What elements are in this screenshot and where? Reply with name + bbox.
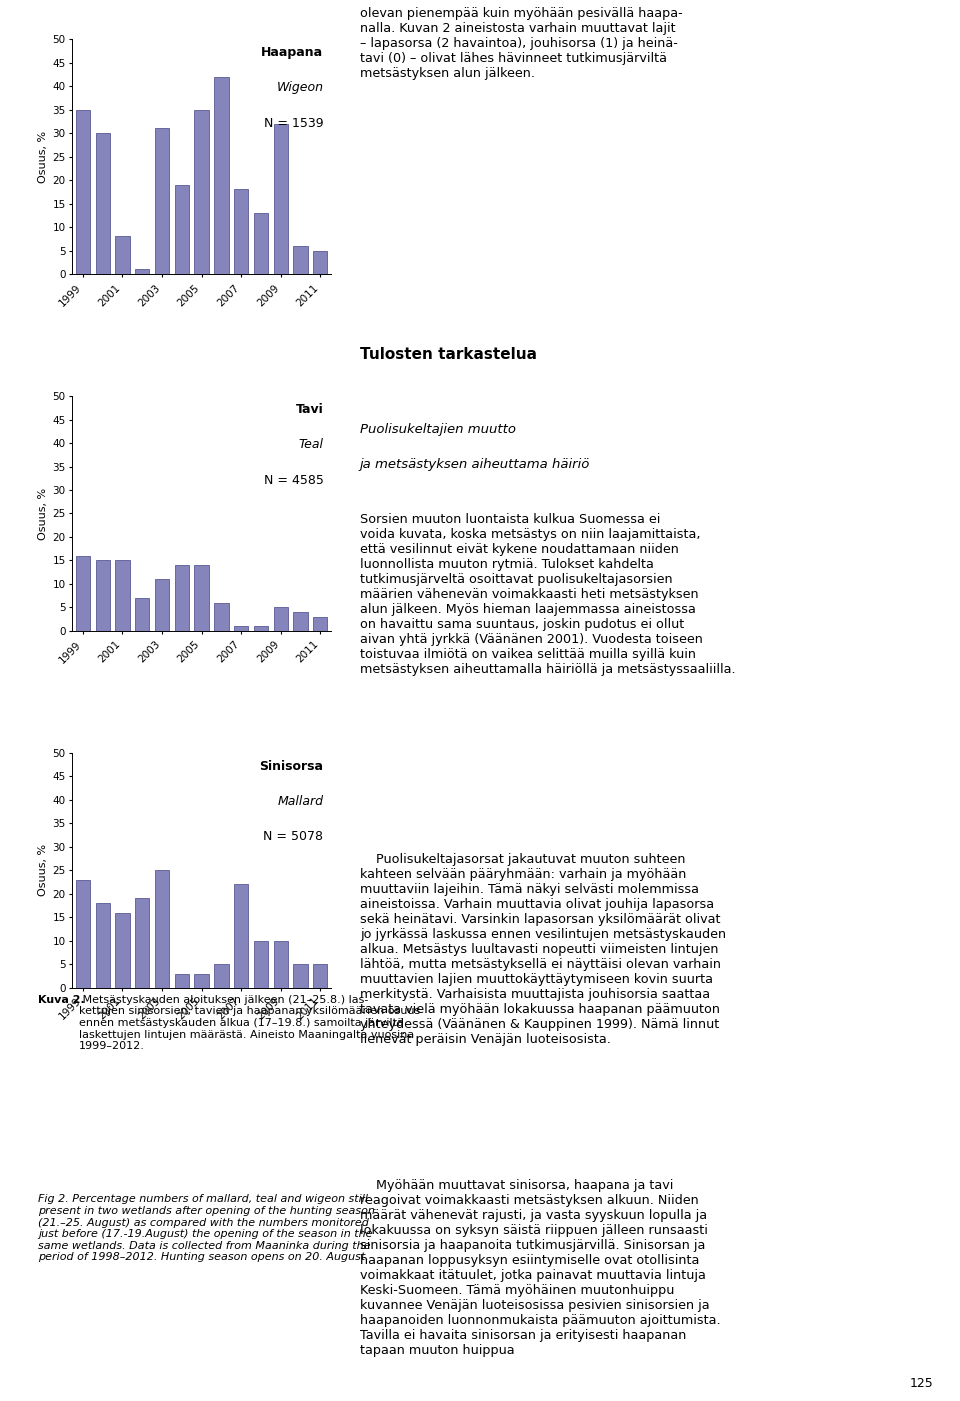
Bar [175, 974, 189, 988]
Bar [294, 612, 307, 630]
Bar [313, 616, 327, 630]
Bar [234, 626, 249, 630]
Bar [96, 560, 109, 630]
Bar [155, 579, 169, 630]
Y-axis label: Osuus, %: Osuus, % [38, 488, 48, 539]
Bar [274, 608, 288, 630]
Bar [253, 940, 268, 988]
Bar [96, 133, 109, 275]
Text: olevan pienempää kuin myöhään pesivällä haapa-
nalla. Kuvan 2 aineistosta varhai: olevan pienempää kuin myöhään pesivällä … [360, 7, 683, 80]
Text: Tavi: Tavi [296, 403, 324, 416]
Bar [175, 185, 189, 275]
Text: Puolisukeltajasorsat jakautuvat muuton suhteen
kahteen selvään pääryhmään: varha: Puolisukeltajasorsat jakautuvat muuton s… [360, 853, 726, 1047]
Text: Tulosten tarkastelua: Tulosten tarkastelua [360, 347, 537, 361]
Bar [115, 912, 130, 988]
Bar [115, 560, 130, 630]
Text: Wigeon: Wigeon [276, 81, 324, 94]
Bar [234, 189, 249, 275]
Text: Puolisukeltajien muutto: Puolisukeltajien muutto [360, 423, 516, 436]
Bar [195, 109, 208, 275]
Bar [195, 565, 208, 630]
Bar [313, 251, 327, 275]
Text: N = 1539: N = 1539 [264, 116, 324, 130]
Bar [214, 602, 228, 630]
Bar [135, 598, 150, 630]
Bar [195, 974, 208, 988]
Text: ja metsästyksen aiheuttama häiriö: ja metsästyksen aiheuttama häiriö [360, 458, 590, 471]
Y-axis label: Osuus, %: Osuus, % [38, 845, 48, 897]
Text: Metsästyskauden aloituksen jälkeen (21–25.8.) las-
kettujen sinisorsien, tavien : Metsästyskauden aloituksen jälkeen (21–2… [80, 995, 420, 1051]
Bar [155, 870, 169, 988]
Text: Kuva 2.: Kuva 2. [38, 995, 85, 1005]
Bar [175, 565, 189, 630]
Text: Haapana: Haapana [261, 46, 324, 59]
Bar [253, 213, 268, 275]
Bar [96, 904, 109, 988]
Bar [135, 898, 150, 988]
Text: N = 4585: N = 4585 [264, 474, 324, 486]
Bar [294, 964, 307, 988]
Bar [214, 964, 228, 988]
Text: Sinisorsa: Sinisorsa [259, 759, 324, 773]
Text: Mallard: Mallard [277, 796, 324, 808]
Bar [274, 940, 288, 988]
Bar [115, 237, 130, 275]
Bar [76, 109, 90, 275]
Text: Teal: Teal [299, 439, 324, 451]
Text: N = 5078: N = 5078 [263, 831, 324, 843]
Bar [76, 556, 90, 630]
Bar [76, 880, 90, 988]
Bar [253, 626, 268, 630]
Bar [274, 123, 288, 275]
Text: Fig 2. Percentage numbers of mallard, teal and wigeon still
present in two wetla: Fig 2. Percentage numbers of mallard, te… [38, 1194, 375, 1262]
Text: Sorsien muuton luontaista kulkua Suomessa ei
voida kuvata, koska metsästys on ni: Sorsien muuton luontaista kulkua Suomess… [360, 513, 735, 677]
Bar [294, 245, 307, 275]
Bar [214, 77, 228, 275]
Text: Myöhään muuttavat sinisorsa, haapana ja tavi
reagoivat voimakkaasti metsästyksen: Myöhään muuttavat sinisorsa, haapana ja … [360, 1180, 721, 1358]
Bar [135, 269, 150, 275]
Bar [313, 964, 327, 988]
Text: 125: 125 [909, 1377, 933, 1390]
Bar [234, 884, 249, 988]
Bar [155, 129, 169, 275]
Y-axis label: Osuus, %: Osuus, % [38, 130, 48, 182]
